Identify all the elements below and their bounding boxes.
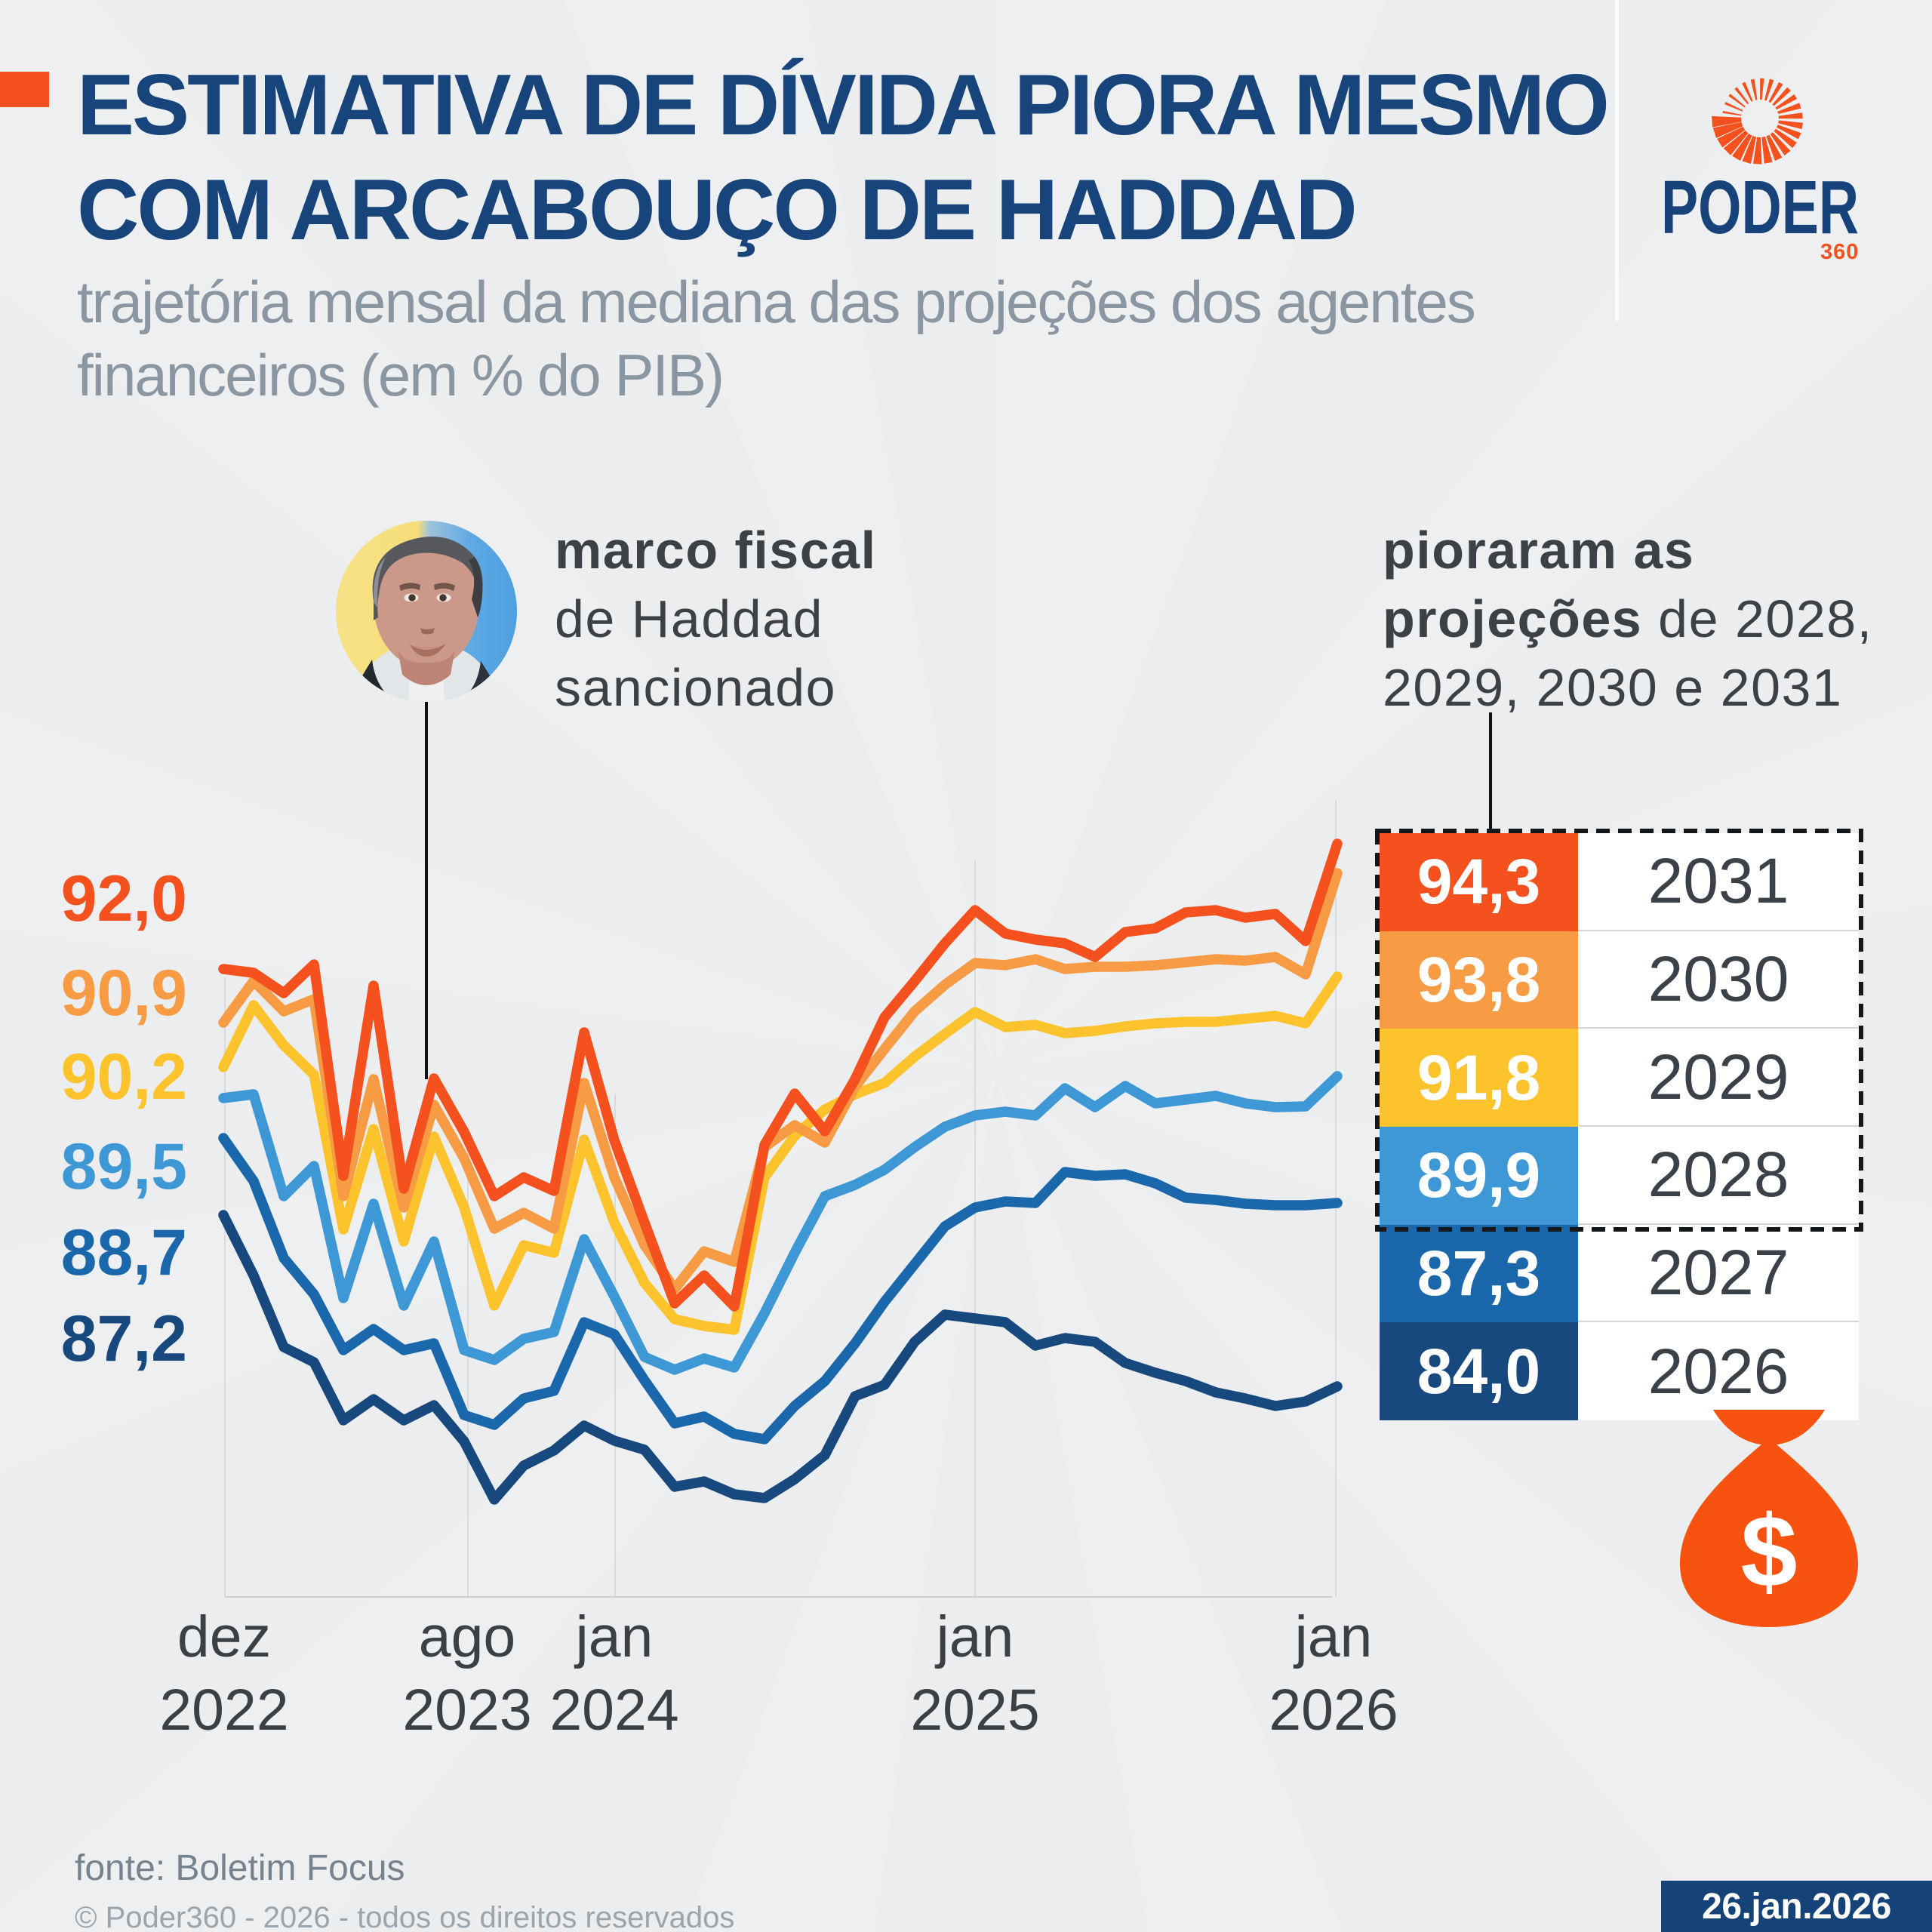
svg-text:$: $: [1740, 1494, 1797, 1608]
